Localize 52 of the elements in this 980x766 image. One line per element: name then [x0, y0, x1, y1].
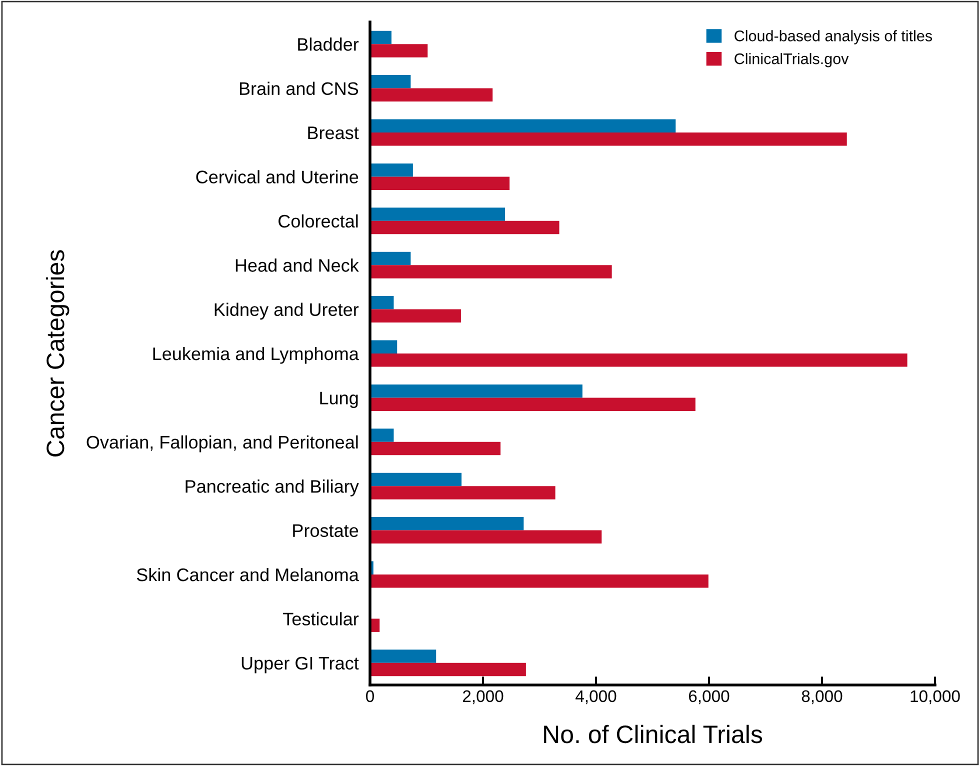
bar: [370, 472, 462, 486]
y-tick-label: Breast: [308, 126, 359, 140]
bar: [370, 340, 398, 354]
bar: [370, 296, 394, 310]
y-tick-label: Upper GI Tract: [242, 656, 359, 674]
x-tick-label: 8,000: [802, 690, 842, 704]
bar: [370, 265, 612, 278]
y-tick-label: Testicular: [283, 612, 359, 626]
y-tick-label: Lung: [320, 392, 358, 408]
bar: [370, 428, 394, 442]
y-axis-title: Cancer Categories: [46, 250, 70, 456]
x-tick-label: 0: [366, 690, 374, 702]
bar: [370, 442, 501, 456]
x-tick-label: 10,000: [910, 690, 960, 704]
y-tick-label: Brain and CNS: [240, 82, 358, 96]
y-tick-label: Ovarian, Fallopian, and Peritoneal: [86, 435, 358, 452]
x-tick-label: 2,000: [462, 690, 504, 704]
bar: [370, 163, 413, 177]
x-tick-label: 4,000: [576, 690, 616, 704]
bar: [370, 398, 696, 411]
bar: [370, 88, 493, 102]
x-axis-title: No. of Clinical Trials: [544, 724, 762, 744]
bar: [370, 517, 524, 530]
bar: [370, 220, 560, 234]
bar: [370, 208, 506, 221]
bar: [370, 30, 392, 44]
y-tick-label: Cervical and Uterine: [196, 170, 358, 184]
y-tick-label: Skin Cancer and Melanoma: [136, 568, 359, 582]
y-tick-label: Colorectal: [278, 214, 358, 228]
bar: [370, 662, 526, 676]
bar: [370, 354, 908, 367]
bar: [370, 486, 556, 500]
bar: [370, 574, 708, 588]
bar: [370, 384, 582, 398]
y-tick-label: Head and Neck: [236, 258, 359, 272]
y-tick-label: Bladder: [298, 38, 359, 51]
bar: [370, 309, 461, 323]
x-tick-label: 6,000: [688, 690, 730, 704]
y-tick-label: Pancreatic and Biliary: [186, 480, 359, 496]
y-tick-label: Prostate: [293, 524, 358, 538]
legend-label: Cloud-based analysis of titles: [734, 30, 932, 44]
bar: [370, 44, 428, 58]
bar: [370, 530, 602, 544]
bar: [370, 119, 676, 132]
bar: [370, 75, 411, 88]
bar: [370, 132, 847, 146]
y-tick-label: Kidney and Ureter: [214, 302, 359, 320]
bar: [370, 252, 411, 266]
bar: [370, 176, 510, 190]
legend-label: ClinicalTrials.gov: [734, 52, 849, 68]
bar: [370, 650, 436, 663]
y-tick-label: Leukemia and Lymphoma: [153, 346, 359, 364]
